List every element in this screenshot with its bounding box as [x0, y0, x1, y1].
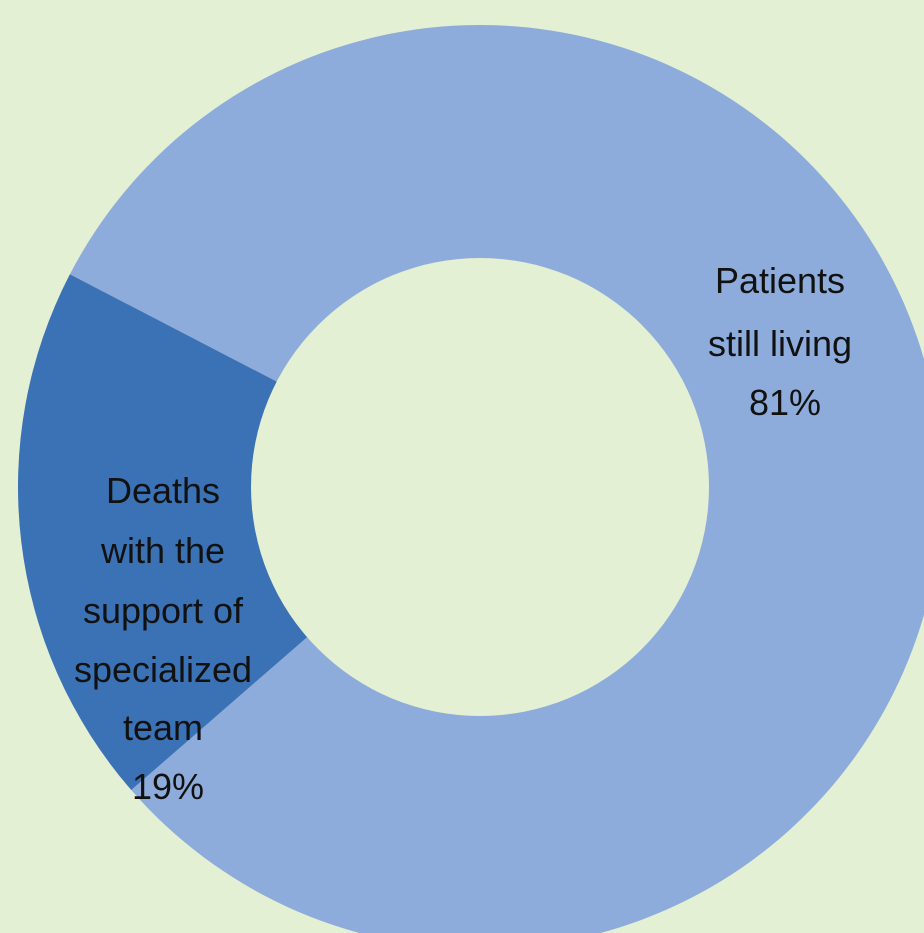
label-line: 81%: [749, 382, 821, 423]
label-line: 19%: [132, 766, 204, 807]
label-line: specialized: [74, 649, 252, 690]
label-line: Patients: [715, 260, 845, 301]
label-line: team: [123, 707, 203, 748]
donut-slice-1: [18, 274, 480, 791]
label-line: with the: [100, 530, 225, 571]
slice-label-deaths-specialized-team: Deaths with the support of specialized t…: [74, 470, 262, 807]
label-line: still living: [708, 323, 852, 364]
slice-label-patients-still-living: Patients still living 81%: [708, 260, 862, 423]
donut-hole: [251, 258, 709, 716]
label-line: support of: [83, 590, 244, 631]
label-line: Deaths: [106, 470, 220, 511]
